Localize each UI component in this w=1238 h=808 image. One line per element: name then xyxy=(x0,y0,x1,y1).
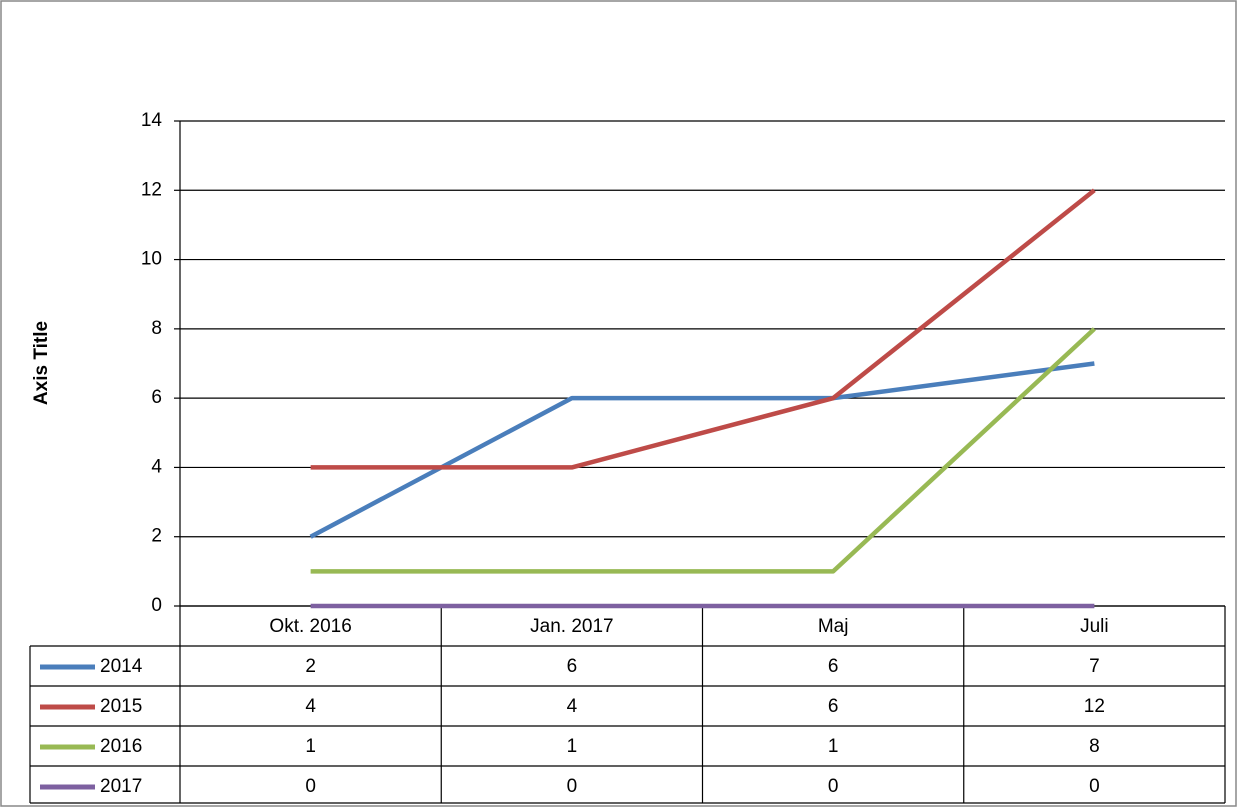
table-value: 8 xyxy=(1089,736,1100,757)
table-value: 6 xyxy=(828,656,839,677)
y-tick-label: 10 xyxy=(141,249,162,270)
table-value: 6 xyxy=(567,656,578,677)
x-tick-label: Jan. 2017 xyxy=(530,616,613,637)
table-value: 4 xyxy=(567,696,578,717)
table-value: 0 xyxy=(828,776,839,797)
x-tick-label: Okt. 2016 xyxy=(269,616,351,637)
table-value: 4 xyxy=(305,696,316,717)
y-tick-label: 8 xyxy=(151,318,162,339)
table-value: 1 xyxy=(305,736,316,757)
table-value: 2 xyxy=(305,656,316,677)
y-tick-label: 2 xyxy=(151,526,162,547)
x-tick-label: Juli xyxy=(1080,616,1109,637)
table-value: 0 xyxy=(567,776,578,797)
series-line xyxy=(310,327,1096,574)
table-value: 12 xyxy=(1084,696,1105,717)
x-tick-label: Maj xyxy=(818,616,849,637)
table-value: 0 xyxy=(1089,776,1100,797)
y-tick-label: 14 xyxy=(141,110,163,131)
table-value: 7 xyxy=(1089,656,1100,677)
table-value: 1 xyxy=(567,736,578,757)
table-value: 1 xyxy=(828,736,839,757)
y-tick-label: 12 xyxy=(141,179,162,200)
legend-label: 2017 xyxy=(100,776,142,797)
series-line xyxy=(310,188,1096,470)
y-tick-label: 0 xyxy=(151,595,162,616)
table-value: 6 xyxy=(828,696,839,717)
legend-label: 2015 xyxy=(100,696,142,717)
legend-label: 2014 xyxy=(100,656,143,677)
y-tick-label: 4 xyxy=(151,456,162,477)
legend-label: 2016 xyxy=(100,736,142,757)
table-value: 0 xyxy=(305,776,316,797)
y-axis-title: Axis Title xyxy=(31,321,52,405)
y-tick-label: 6 xyxy=(151,387,162,408)
